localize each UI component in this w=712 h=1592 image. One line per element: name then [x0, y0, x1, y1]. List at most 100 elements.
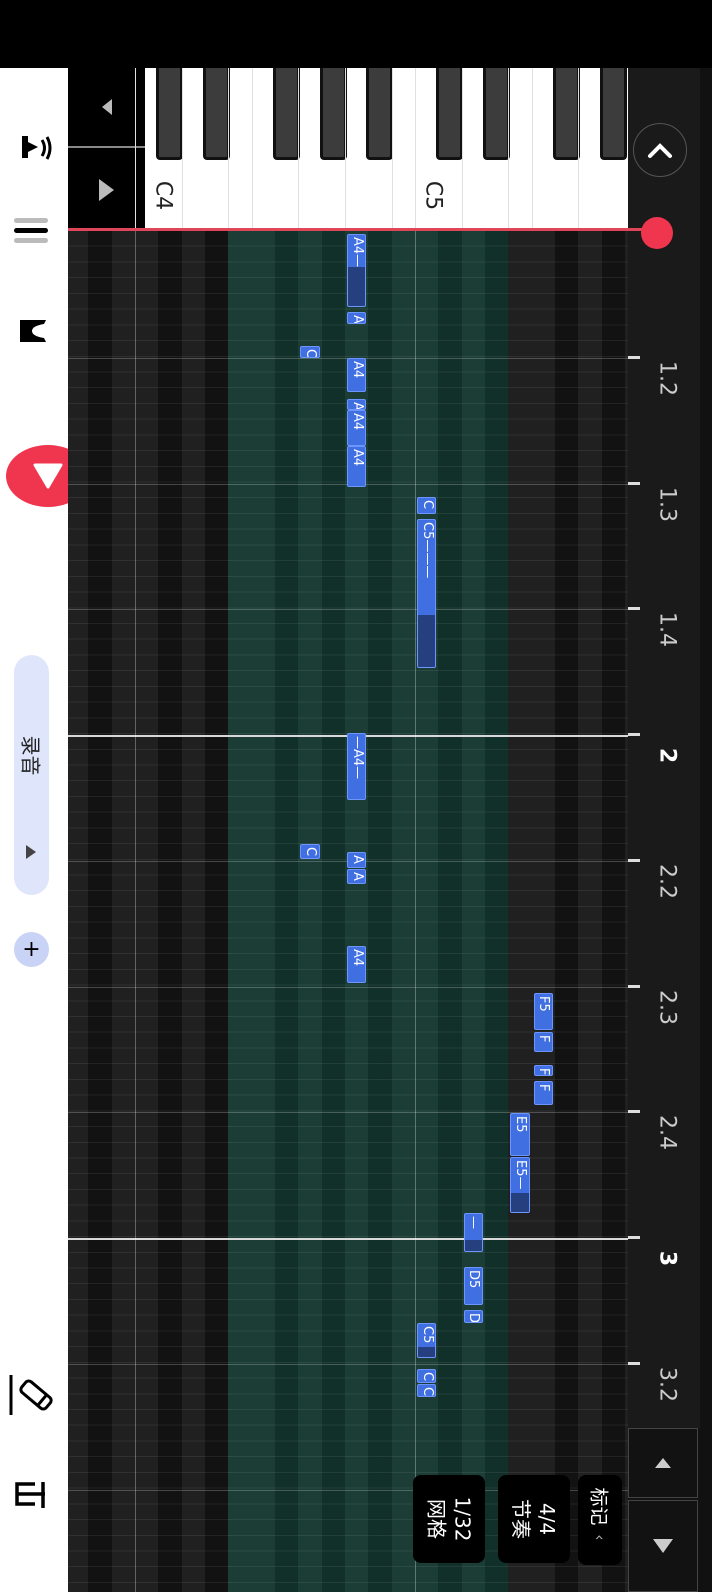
black-key[interactable]: [272, 68, 300, 160]
note-label: F: [536, 1084, 552, 1092]
note[interactable]: —A4—: [346, 733, 367, 800]
ruler-label: 2.3: [654, 989, 680, 1025]
bell-icon[interactable]: [18, 316, 48, 346]
ruler-tick: [628, 733, 640, 736]
triangle-right-icon: [99, 179, 114, 201]
note-label: F: [536, 1067, 552, 1076]
note[interactable]: A: [346, 311, 367, 325]
note[interactable]: C: [416, 1369, 437, 1384]
ruler-label: 2.2: [654, 863, 680, 899]
note[interactable]: C: [300, 345, 320, 359]
note-tail: [511, 1193, 529, 1213]
pitch-lane: [204, 230, 229, 1592]
note[interactable]: A4—: [346, 233, 367, 307]
insert-icon[interactable]: [13, 1476, 53, 1516]
note[interactable]: F: [533, 1081, 553, 1106]
white-key-divider: [344, 68, 346, 230]
note[interactable]: F: [533, 1064, 553, 1077]
note[interactable]: F: [533, 1032, 553, 1053]
tracks-icon[interactable]: [14, 213, 54, 249]
note[interactable]: E5—: [510, 1156, 530, 1214]
black-key[interactable]: [436, 68, 464, 160]
pitch-lane: [135, 230, 159, 1592]
black-key[interactable]: [202, 68, 230, 160]
note[interactable]: A: [346, 868, 367, 884]
playhead-handle[interactable]: [641, 217, 673, 249]
scroll-right-button[interactable]: [68, 150, 145, 230]
rhythm-label: 节奏: [509, 1499, 533, 1539]
scroll-panel: [628, 1428, 700, 1592]
grid-button[interactable]: 1/32 网格: [413, 1475, 485, 1563]
key-label-c4: C4: [150, 180, 176, 211]
pitch-lane: [68, 230, 89, 1592]
record-pill[interactable]: 录音: [14, 655, 49, 895]
note[interactable]: C5———: [416, 519, 437, 668]
pitch-lane: [321, 230, 345, 1592]
pitch-lane: [274, 230, 299, 1592]
black-key[interactable]: [552, 68, 580, 160]
pitch-lane: [181, 230, 205, 1592]
scroll-left-button[interactable]: [68, 68, 145, 148]
c4-line: [135, 230, 136, 1592]
ruler-label: 1.2: [654, 360, 680, 396]
white-key-divider: [251, 68, 253, 230]
pencil-icon[interactable]: [8, 1373, 58, 1418]
note[interactable]: A4: [346, 446, 367, 487]
pitch-lane: [158, 230, 182, 1592]
timeline-ruler[interactable]: 1.2 1.3 1.4 2 2.2 2.3 2.4 3 3.2: [628, 68, 700, 1428]
ruler-tick: [628, 355, 640, 359]
metronome-icon[interactable]: [14, 128, 54, 168]
note[interactable]: C: [416, 1384, 437, 1397]
note-label: D5: [466, 1270, 482, 1289]
pitch-lane: [554, 230, 579, 1592]
pitch-lane: [484, 230, 509, 1592]
ruler-tick: [628, 481, 640, 485]
record-label: 录音: [18, 735, 42, 775]
add-button[interactable]: +: [14, 932, 49, 967]
note[interactable]: E5: [510, 1112, 530, 1156]
ruler-tick: [628, 1361, 640, 1365]
note[interactable]: A4: [346, 358, 367, 393]
white-key-divider: [181, 68, 183, 230]
chevron-up-icon: [648, 143, 672, 158]
note[interactable]: D: [463, 1310, 483, 1323]
note[interactable]: C: [416, 496, 437, 515]
pitch-lane: [391, 230, 415, 1592]
scroll-down-button[interactable]: [628, 1500, 698, 1592]
pitch-lane: [578, 230, 602, 1592]
ruler-tick: [628, 607, 640, 611]
note[interactable]: C5: [416, 1322, 437, 1358]
piano-keyboard[interactable]: C4 C5: [135, 68, 628, 230]
scroll-up-button[interactable]: [628, 1428, 698, 1498]
note[interactable]: A: [346, 852, 367, 868]
black-key[interactable]: [156, 68, 184, 160]
note[interactable]: D5: [463, 1267, 483, 1306]
note[interactable]: —: [463, 1213, 483, 1253]
white-key-divider: [135, 68, 136, 230]
pitch-lane: [251, 230, 275, 1592]
note[interactable]: C: [300, 843, 320, 859]
beat-line: [68, 986, 628, 988]
note-tail: [417, 615, 436, 667]
note-label: E5: [512, 1115, 528, 1133]
marker-dropdown[interactable]: 标记 ‹: [578, 1475, 622, 1565]
black-key[interactable]: [366, 68, 394, 160]
note[interactable]: A: [346, 398, 367, 410]
note-label: —A4—: [349, 736, 365, 780]
ruler-tick: [628, 858, 640, 862]
black-key[interactable]: [319, 68, 347, 160]
note[interactable]: A4: [346, 409, 367, 447]
piano-roll-grid[interactable]: A4— A C A4 A A4 A4 C C5——— —A4— C A A A4 F5 F F F E5 E5— — D5…: [68, 230, 628, 1592]
record-play-icon: [26, 845, 36, 859]
rhythm-value: 4/4: [535, 1502, 559, 1536]
pitch-lane: [344, 230, 369, 1592]
ruler-tick: [628, 1110, 640, 1114]
note-label: C5: [419, 1325, 435, 1344]
black-key[interactable]: [599, 68, 627, 160]
note[interactable]: A4: [346, 945, 367, 984]
collapse-button[interactable]: [633, 123, 687, 177]
note-label: A: [349, 871, 365, 881]
rhythm-button[interactable]: 4/4 节奏: [498, 1475, 570, 1563]
note[interactable]: F5: [533, 993, 553, 1030]
black-key[interactable]: [482, 68, 510, 160]
